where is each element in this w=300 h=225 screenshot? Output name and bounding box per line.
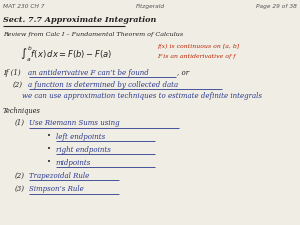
Text: Trapezoidal Rule: Trapezoidal Rule [29,172,90,180]
Text: midpoints: midpoints [56,159,91,167]
Text: $\int_a^b f(x)\,dx = F(b) - F(a)$: $\int_a^b f(x)\,dx = F(b) - F(a)$ [20,45,112,64]
Text: •: • [46,159,50,165]
Text: an antiderivative F can’t be found: an antiderivative F can’t be found [28,69,149,77]
Text: Fitzgerald: Fitzgerald [135,4,165,9]
Text: Sect. 7.7 Approximate Integration: Sect. 7.7 Approximate Integration [3,16,156,24]
Text: a function is determined by collected data: a function is determined by collected da… [28,81,178,89]
Text: right endpoints: right endpoints [56,146,110,154]
Text: Review from Calc I – Fundamental Theorem of Calculus: Review from Calc I – Fundamental Theorem… [3,32,183,37]
Text: Page 29 of 38: Page 29 of 38 [256,4,297,9]
Text: (1): (1) [14,119,24,127]
Text: Simpson’s Rule: Simpson’s Rule [29,185,84,193]
Text: , or: , or [177,69,189,77]
Text: •: • [46,133,50,139]
Text: •: • [46,146,50,152]
Text: F is an antiderivative of f: F is an antiderivative of f [158,54,236,59]
Text: If (1): If (1) [3,69,21,77]
Text: left endpoints: left endpoints [56,133,105,141]
Text: (2): (2) [13,81,22,89]
Text: Use Riemann Sums using: Use Riemann Sums using [29,119,120,127]
Text: (3): (3) [14,185,24,193]
Text: we can use approximation techniques to estimate definite integrals: we can use approximation techniques to e… [22,92,262,100]
Text: f(x) is continuous on [a, b]: f(x) is continuous on [a, b] [158,44,240,49]
Text: (2): (2) [14,172,24,180]
Text: MAT 230 CH 7: MAT 230 CH 7 [3,4,44,9]
Text: Techniques: Techniques [3,107,41,115]
